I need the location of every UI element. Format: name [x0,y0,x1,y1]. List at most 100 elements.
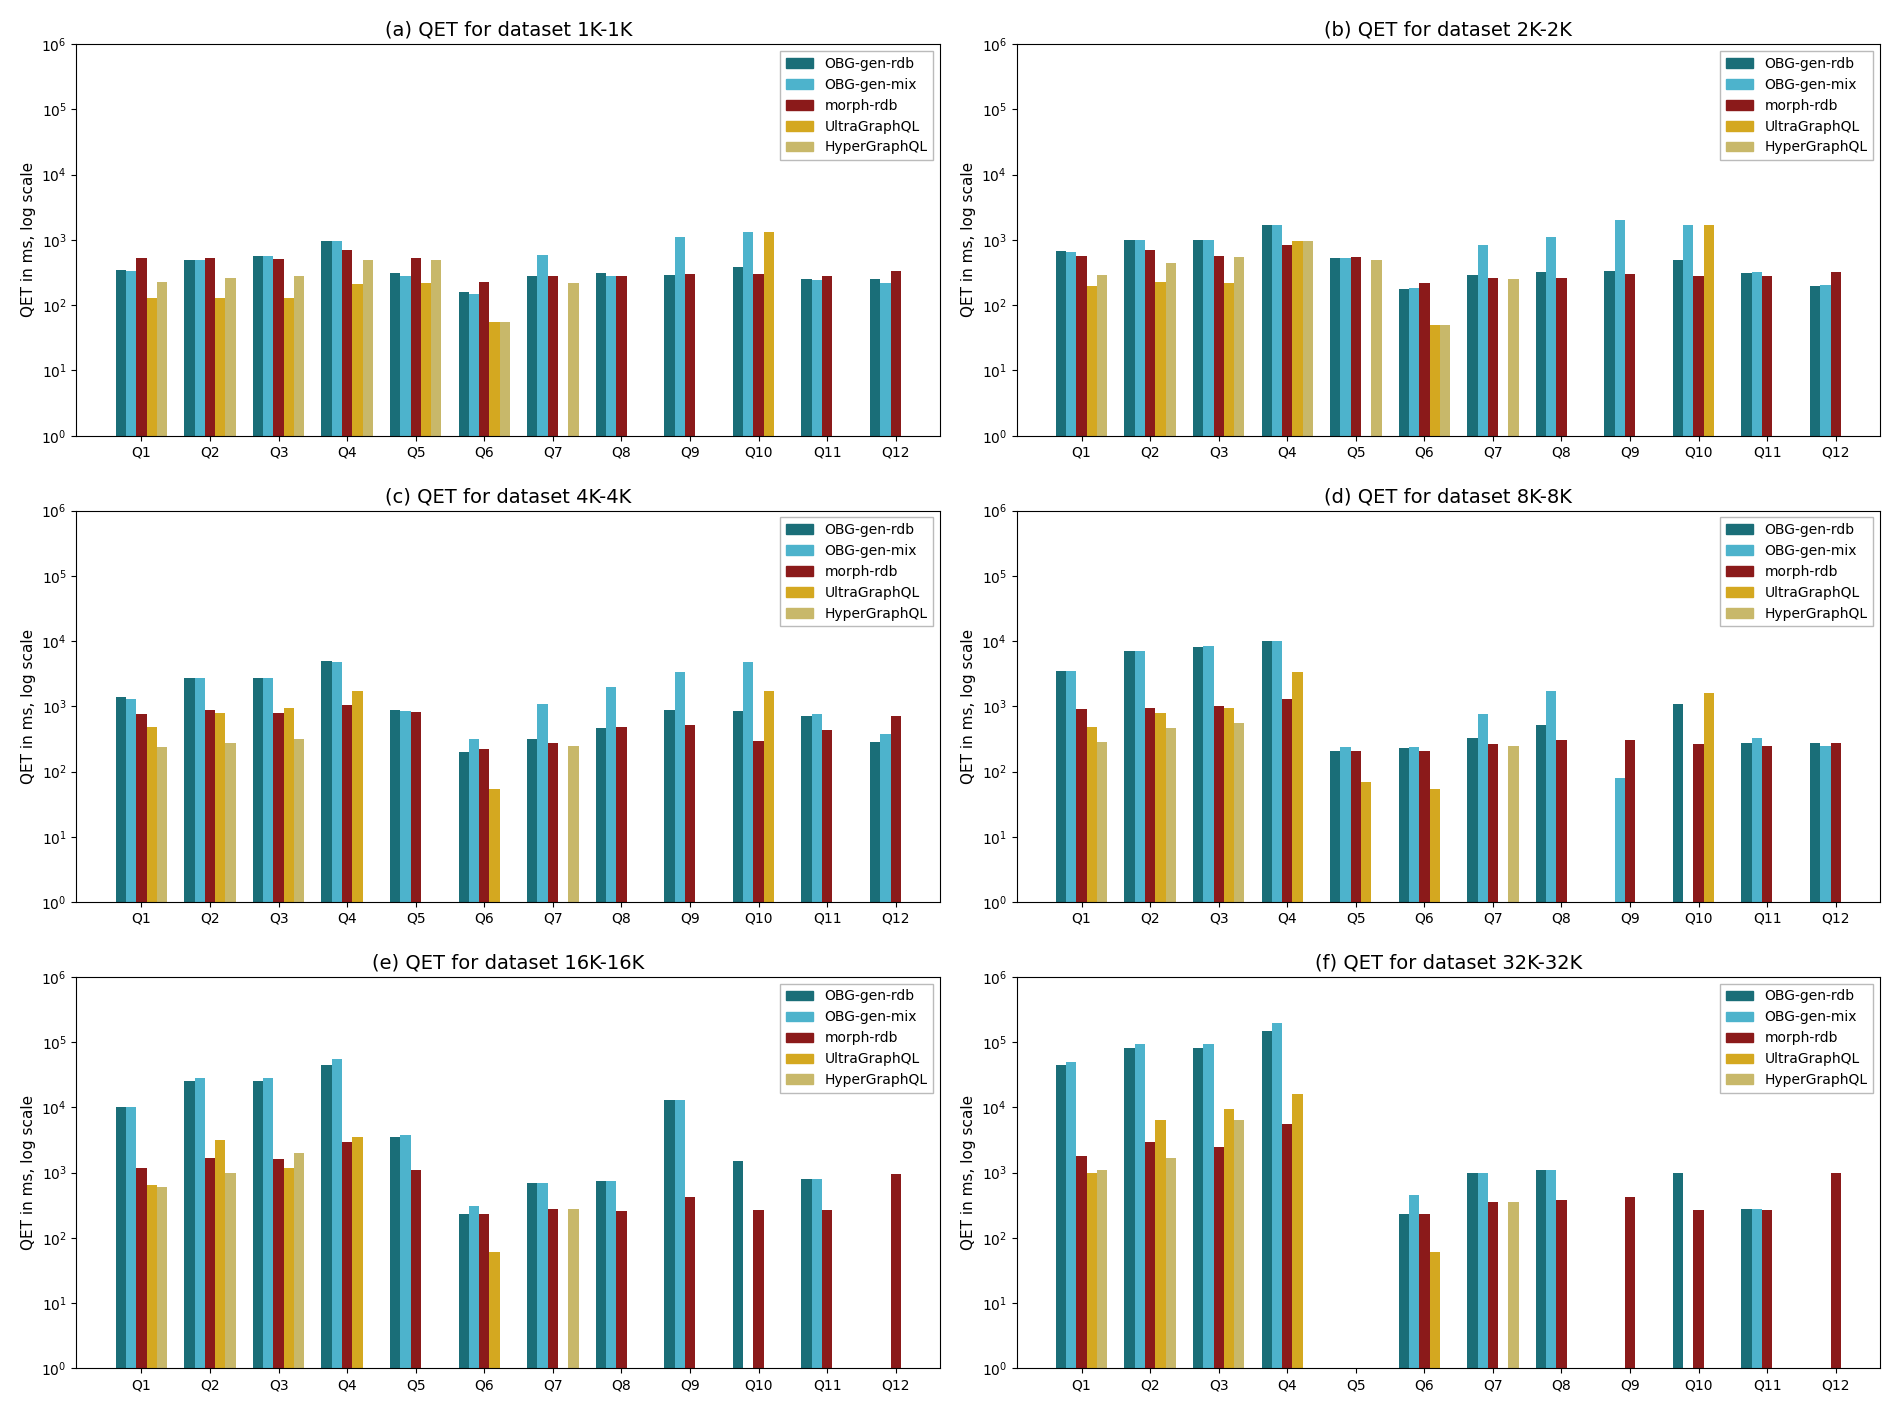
Bar [1371,260,1382,1413]
Bar [331,1060,342,1413]
Bar [125,1108,137,1413]
Bar [274,712,283,1413]
Y-axis label: QET in ms, log scale: QET in ms, log scale [960,629,975,784]
Bar [595,273,606,1413]
Bar [1430,788,1439,1413]
Bar [1536,1170,1546,1413]
Bar [411,1170,420,1413]
Bar [1135,1044,1144,1413]
Bar [1557,1200,1566,1413]
Bar [1741,273,1753,1413]
Bar [1477,1173,1488,1413]
Bar [1810,285,1821,1413]
Bar [137,259,146,1413]
Y-axis label: QET in ms, log scale: QET in ms, log scale [21,162,36,318]
Bar [158,746,167,1413]
Bar [342,705,352,1413]
Bar [184,678,194,1413]
Bar [1055,671,1066,1413]
Bar [527,276,538,1413]
Bar [1144,708,1156,1413]
Bar [158,283,167,1413]
Bar [401,1135,411,1413]
Bar [547,276,559,1413]
Bar [253,678,262,1413]
Bar [1272,225,1281,1413]
Bar [184,260,194,1413]
Bar [1762,1210,1772,1413]
Bar [1097,742,1106,1413]
Bar [390,1137,401,1413]
Bar [390,273,401,1413]
Bar [1831,271,1840,1413]
Legend: OBG-gen-rdb, OBG-gen-mix, morph-rdb, UltraGraphQL, HyperGraphQL: OBG-gen-rdb, OBG-gen-mix, morph-rdb, Ult… [1720,983,1872,1092]
Bar [527,1183,538,1413]
Bar [1262,225,1272,1413]
Y-axis label: QET in ms, log scale: QET in ms, log scale [960,162,975,318]
Bar [1477,714,1488,1413]
Bar [1673,1173,1682,1413]
Bar [125,271,137,1413]
Bar [802,280,812,1413]
Bar [1087,1173,1097,1413]
Bar [1123,240,1135,1413]
Bar [821,731,833,1413]
Bar [802,1178,812,1413]
Bar [1340,746,1350,1413]
Bar [470,1205,479,1413]
Bar [194,1078,205,1413]
Bar [1066,252,1076,1413]
Bar [684,274,696,1413]
Bar [1762,276,1772,1413]
Bar [489,322,500,1413]
Bar [205,259,215,1413]
Bar [158,1187,167,1413]
Bar [194,678,205,1413]
Bar [743,233,753,1413]
Bar [538,254,547,1413]
Bar [274,259,283,1413]
Bar [1097,274,1106,1413]
Bar [1165,728,1177,1413]
Bar [458,292,470,1413]
Bar [812,1178,821,1413]
Bar [342,250,352,1413]
Bar [479,281,489,1413]
Bar [1203,240,1213,1413]
Legend: OBG-gen-rdb, OBG-gen-mix, morph-rdb, UltraGraphQL, HyperGraphQL: OBG-gen-rdb, OBG-gen-mix, morph-rdb, Ult… [1720,51,1872,160]
Bar [1076,256,1087,1413]
Bar [489,788,500,1413]
Bar [890,1174,901,1413]
Bar [420,283,432,1413]
Legend: OBG-gen-rdb, OBG-gen-mix, morph-rdb, UltraGraphQL, HyperGraphQL: OBG-gen-rdb, OBG-gen-mix, morph-rdb, Ult… [1720,517,1872,626]
Bar [1350,257,1361,1413]
Bar [458,1214,470,1413]
Bar [295,739,304,1413]
Bar [1557,277,1566,1413]
Bar [1281,1125,1293,1413]
Bar [321,1065,331,1413]
Bar [1281,244,1293,1413]
Bar [262,256,274,1413]
Bar [1741,743,1753,1413]
Bar [226,1173,236,1413]
Bar [753,742,764,1413]
Bar [675,237,684,1413]
Bar [890,271,901,1413]
Bar [116,697,125,1413]
Bar [1546,1170,1557,1413]
Bar [606,687,616,1413]
Bar [253,1081,262,1413]
Bar [595,1181,606,1413]
Bar [1625,740,1635,1413]
Bar [890,716,901,1413]
Bar [663,1099,675,1413]
Bar [253,256,262,1413]
Bar [1262,642,1272,1413]
Bar [1468,738,1477,1413]
Bar [1810,743,1821,1413]
Bar [1361,781,1371,1413]
Bar [802,716,812,1413]
Y-axis label: QET in ms, log scale: QET in ms, log scale [21,1095,36,1251]
Bar [321,661,331,1413]
